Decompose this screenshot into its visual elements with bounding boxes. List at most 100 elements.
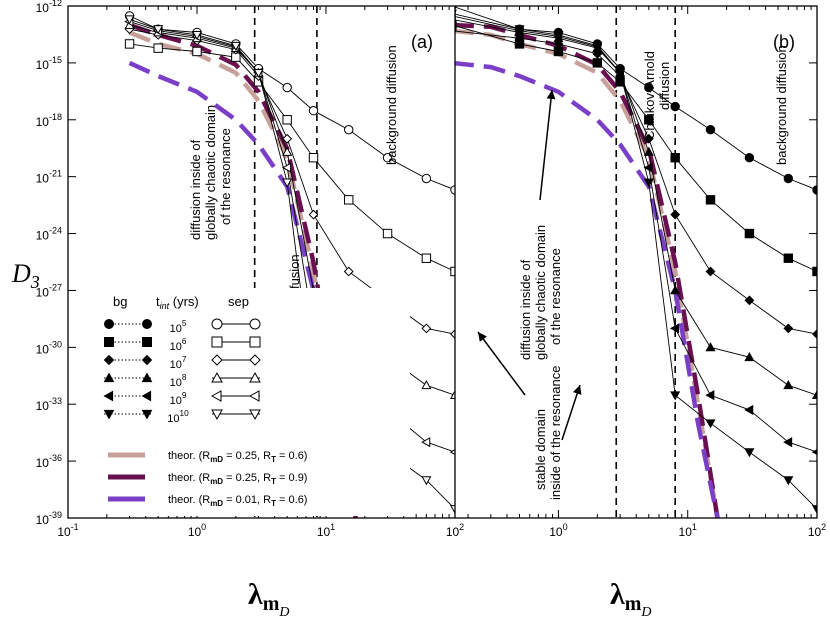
data-point — [282, 115, 292, 125]
data-point — [670, 391, 681, 401]
data-point — [141, 390, 152, 402]
y-tick-label: 10-15 — [36, 55, 62, 72]
data-point — [282, 82, 292, 93]
data-point — [744, 352, 755, 362]
data-point — [705, 124, 716, 135]
data-point — [281, 162, 292, 173]
data-point — [141, 354, 153, 366]
data-point — [211, 336, 223, 348]
y-axis-label: D3 — [11, 259, 40, 292]
axis-ticks: 10-12 10-15 10-18 10-21 10-24 10-27 10-30 10-33… — [36, 0, 827, 539]
data-point — [783, 253, 794, 263]
data-point — [249, 318, 261, 330]
data-point — [705, 342, 716, 352]
data-point — [449, 389, 455, 400]
data-point — [783, 476, 794, 486]
data-point — [344, 195, 354, 205]
annotation-line: Chirikov-Arnold — [642, 51, 657, 140]
x-tick-label: 101 — [317, 522, 335, 539]
data-point — [811, 505, 817, 515]
annotation-line: of the resonance — [218, 128, 233, 225]
data-point — [210, 390, 222, 402]
data-point — [421, 437, 431, 448]
annotation-diffusion-inside: diffusion inside of globally chaotic doma… — [518, 225, 563, 360]
data-point — [282, 178, 293, 188]
series-line — [455, 25, 817, 272]
data-point — [141, 372, 153, 383]
theory-curve — [455, 60, 720, 518]
data-point — [455, 10, 456, 21]
arrow — [561, 384, 582, 441]
theory-curve — [455, 22, 720, 518]
data-point — [103, 372, 115, 383]
data-point — [308, 153, 319, 163]
data-point — [104, 337, 114, 347]
data-point — [382, 153, 393, 163]
data-point — [382, 228, 393, 239]
annotation-chirikov: Chirikov-Arnold diffusion — [642, 51, 672, 140]
y-tick-label: 10-18 — [36, 112, 62, 129]
data-point — [744, 448, 755, 458]
data-point — [104, 319, 114, 329]
data-point — [211, 371, 223, 383]
data-point — [644, 82, 654, 93]
x-axis-label: λmD — [248, 578, 290, 620]
data-point — [450, 329, 455, 339]
x-tick-label: 102 — [808, 522, 826, 539]
data-point — [812, 329, 817, 339]
data-point — [308, 106, 319, 116]
data-point — [343, 266, 354, 277]
data-point — [103, 409, 115, 420]
annotation-stable: stable domain inside of the resonance — [533, 366, 563, 500]
data-point — [282, 133, 293, 144]
data-point — [615, 68, 626, 79]
data-point — [705, 419, 716, 429]
legend-time-value: 109 — [170, 391, 187, 407]
x-tick-label: 100 — [188, 522, 206, 539]
data-point — [153, 43, 163, 53]
data-point — [783, 380, 794, 390]
data-point — [744, 295, 755, 306]
annotation-line: diffusion inside of — [518, 259, 533, 360]
annotation-background: background diffusion — [774, 45, 789, 165]
arrow — [477, 331, 526, 396]
annotation-line: globally chaotic domain — [203, 105, 218, 240]
annotation-line: diffusion — [657, 62, 672, 110]
data-point — [421, 253, 432, 263]
legend-theory-label: theor. (RmD = 0.01, RT = 0.6) — [168, 494, 307, 508]
theory-curve — [455, 28, 720, 518]
data-point — [421, 476, 432, 486]
data-point — [248, 390, 260, 402]
data-point — [282, 146, 293, 156]
legend-time-value: 105 — [170, 319, 187, 335]
data-point — [141, 409, 153, 420]
data-point — [669, 323, 680, 334]
data-point — [643, 162, 653, 173]
data-point — [783, 323, 794, 334]
annotation-background: background diffusion — [384, 45, 399, 165]
legend-time-value: 107 — [170, 355, 187, 371]
data-point — [211, 409, 223, 421]
series-line — [455, 30, 817, 335]
y-tick-label: 10-39 — [36, 510, 62, 527]
data-point — [124, 39, 135, 49]
data-point — [421, 173, 432, 184]
series-line — [455, 19, 817, 396]
y-tick-label: 10-36 — [36, 453, 62, 470]
legend-time-header: tint (yrs) — [156, 294, 199, 311]
data-point — [644, 115, 654, 125]
annotation-line: inside of the resonance — [548, 366, 563, 500]
annotation-line: diffusion inside of — [188, 139, 203, 240]
data-point — [670, 101, 680, 112]
data-point — [783, 437, 793, 448]
data-point — [643, 133, 654, 144]
x-tick-label: 100 — [549, 522, 567, 539]
annotation-line: of the resonance — [548, 248, 563, 345]
data-point — [153, 25, 164, 35]
data-point — [670, 153, 680, 163]
x-tick-label: 102 — [446, 522, 464, 539]
x-tick-label: 101 — [679, 522, 697, 539]
data-point — [783, 173, 794, 184]
annotation-diffusion-inside: diffusion inside of globally chaotic doma… — [188, 105, 233, 240]
